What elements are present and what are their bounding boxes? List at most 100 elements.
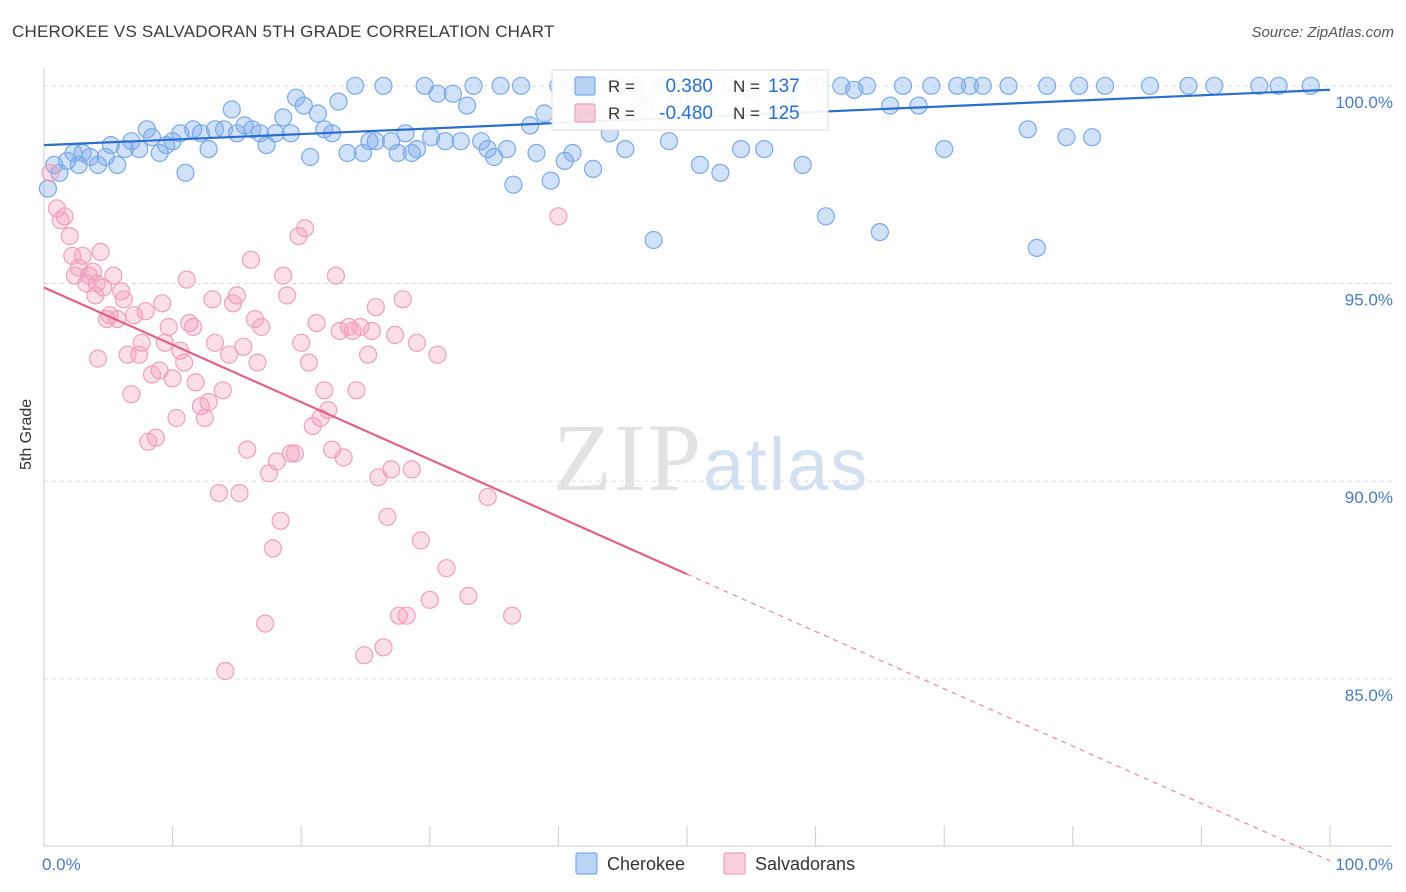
- trend-line: [43, 286, 688, 576]
- data-point: [220, 345, 239, 364]
- data-point: [186, 373, 205, 392]
- data-point: [464, 76, 483, 95]
- data-point: [355, 646, 374, 665]
- legend-n-value: 125: [768, 103, 800, 124]
- data-point: [195, 408, 214, 428]
- data-point: [83, 262, 103, 281]
- data-point: [209, 484, 228, 503]
- data-point: [793, 155, 812, 174]
- data-point: [248, 353, 267, 372]
- data-point: [199, 140, 218, 159]
- data-point: [184, 317, 203, 337]
- legend-n-label: N =: [733, 77, 760, 96]
- series-legend-label: Cherokee: [607, 854, 685, 874]
- data-point: [175, 353, 194, 372]
- data-point: [382, 132, 401, 151]
- data-point: [1070, 76, 1089, 95]
- data-point: [549, 207, 568, 226]
- data-point: [1027, 238, 1046, 257]
- data-point: [583, 159, 603, 178]
- axes: 0.0% 100.0%: [42, 68, 1393, 874]
- data-point: [857, 76, 877, 95]
- legend-swatch: [574, 103, 596, 123]
- legend-r-label: R =: [608, 104, 635, 123]
- data-point: [711, 163, 730, 182]
- data-point: [88, 349, 108, 368]
- data-point: [374, 638, 393, 657]
- data-point: [397, 606, 416, 625]
- data-point: [359, 345, 378, 364]
- data-point: [299, 353, 318, 372]
- data-point: [278, 286, 297, 305]
- data-point: [1179, 76, 1198, 95]
- data-point: [108, 155, 127, 174]
- data-point: [459, 586, 478, 606]
- data-point: [935, 140, 954, 159]
- data-point: [893, 76, 913, 95]
- data-point: [263, 539, 282, 558]
- data-point: [1140, 76, 1160, 95]
- data-point: [222, 100, 241, 119]
- data-point: [250, 124, 270, 143]
- data-point: [428, 84, 447, 103]
- y-tick-label: 95.0%: [1345, 291, 1393, 310]
- data-point: [947, 76, 967, 95]
- legend-box: [551, 69, 829, 131]
- data-point: [360, 132, 379, 151]
- data-point: [366, 298, 385, 317]
- data-point: [241, 250, 261, 269]
- legend-swatch: [574, 76, 596, 96]
- data-point: [535, 104, 554, 123]
- data-point: [731, 140, 751, 159]
- data-point: [329, 92, 348, 111]
- data-point: [153, 294, 172, 313]
- data-point: [163, 369, 182, 388]
- data-point: [55, 207, 74, 226]
- data-point: [1037, 76, 1057, 95]
- data-point: [114, 290, 133, 309]
- series-legend-label: Salvadorans: [755, 854, 855, 874]
- data-point: [41, 163, 60, 182]
- data-point: [301, 147, 320, 167]
- data-point: [177, 270, 196, 289]
- data-point: [407, 140, 426, 159]
- data-point: [353, 143, 372, 163]
- data-point: [378, 507, 397, 526]
- data-point: [527, 143, 546, 163]
- data-point: [38, 179, 58, 198]
- data-point: [386, 325, 405, 344]
- y-tick-label: 100.0%: [1335, 93, 1393, 112]
- x-tick-label: 0.0%: [42, 855, 81, 874]
- data-point: [616, 140, 635, 159]
- data-point: [334, 448, 353, 467]
- data-point: [315, 381, 334, 400]
- data-point: [155, 333, 174, 352]
- data-point: [1205, 76, 1224, 95]
- stats-legend: R = 0.380 N = 137 R = -0.480 N = 125: [551, 69, 829, 131]
- data-point: [511, 76, 531, 95]
- data-point: [346, 76, 365, 95]
- data-point: [101, 136, 121, 155]
- data-point: [504, 175, 523, 194]
- data-point: [1018, 120, 1037, 139]
- data-point: [644, 230, 663, 250]
- data-point: [91, 242, 110, 261]
- data-point: [227, 286, 246, 305]
- data-point: [266, 124, 285, 143]
- data-point: [308, 104, 327, 123]
- data-point: [330, 321, 349, 341]
- data-point: [881, 96, 900, 115]
- data-point: [294, 96, 313, 115]
- data-point: [973, 76, 992, 95]
- data-point: [216, 661, 235, 681]
- data-point: [755, 140, 774, 159]
- data-point: [388, 143, 407, 163]
- data-point: [230, 484, 249, 503]
- data-point: [122, 385, 141, 404]
- gridlines: 100.0% 95.0% 90.0% 85.0%: [44, 85, 1393, 705]
- series-legend-swatch: [723, 852, 746, 875]
- data-point: [326, 266, 345, 285]
- data-point: [389, 606, 408, 625]
- salvadoran-points: [41, 163, 568, 681]
